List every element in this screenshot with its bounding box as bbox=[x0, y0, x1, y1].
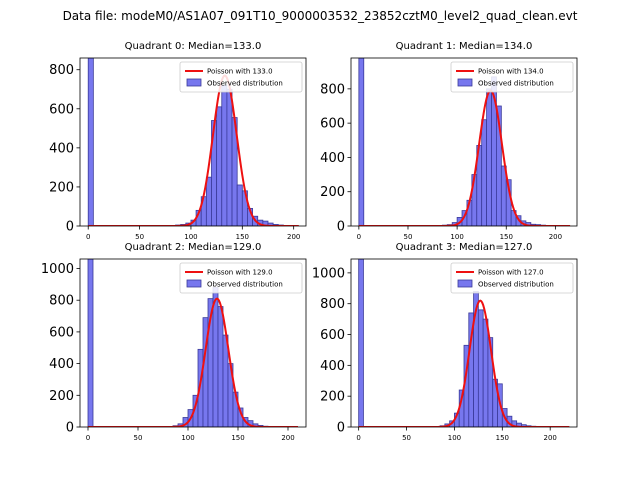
histogram-bar bbox=[87, 259, 94, 427]
poisson-fit-line bbox=[88, 74, 299, 226]
y-tick-label: 800 bbox=[49, 63, 74, 78]
x-tick-label: 50 bbox=[135, 233, 144, 241]
histogram-bar bbox=[477, 309, 484, 427]
quadrant-3-legend: Poisson with 127.0 Observed distribution bbox=[450, 262, 574, 294]
legend-label-poisson: Poisson with 134.0 bbox=[478, 68, 544, 76]
x-tick-label: 50 bbox=[134, 434, 143, 442]
y-tick-label: 0 bbox=[66, 421, 74, 436]
histogram-bar bbox=[205, 176, 212, 226]
x-tick-label: 150 bbox=[500, 233, 513, 241]
y-tick-label: 800 bbox=[49, 294, 74, 309]
quadrant-2-axes-frame bbox=[79, 258, 307, 428]
y-tick-label: 1000 bbox=[312, 266, 345, 281]
y-tick-label: 200 bbox=[49, 180, 74, 195]
quadrant-0-legend: Poisson with 133.0 Observed distribution bbox=[179, 61, 303, 93]
quadrant-0-axes-frame bbox=[79, 57, 307, 227]
histogram-bar bbox=[87, 58, 94, 226]
y-tick-label: 600 bbox=[320, 117, 345, 132]
quadrant-1-title: Quadrant 1: Median=134.0 bbox=[396, 41, 533, 52]
quadrant-2-legend: Poisson with 129.0 Observed distribution bbox=[179, 262, 303, 294]
legend-patch-swatch bbox=[186, 78, 202, 87]
y-tick-label: 600 bbox=[49, 102, 74, 117]
y-tick-label: 0 bbox=[337, 220, 345, 235]
legend-patch-swatch bbox=[457, 78, 473, 87]
quadrant-1-chart: Quadrant 1: Median=134.0 0 200 400 600 800 0 50… bbox=[320, 41, 578, 241]
x-tick-label: 150 bbox=[496, 434, 509, 442]
legend-label-observed: Observed distribution bbox=[478, 281, 554, 289]
histogram-bar bbox=[486, 88, 492, 226]
quadrant-0-title: Quadrant 0: Median=133.0 bbox=[125, 41, 262, 52]
y-tick-label: 600 bbox=[49, 325, 74, 340]
y-tick-label: 400 bbox=[49, 357, 74, 372]
y-tick-label: 400 bbox=[49, 141, 74, 156]
histogram-bar bbox=[358, 58, 365, 226]
figure-suptitle: Data file: modeM0/AS1A07_091T10_90000035… bbox=[63, 9, 578, 23]
quadrant-1-axes-frame bbox=[350, 57, 578, 227]
quadrant-3-title: Quadrant 3: Median=127.0 bbox=[396, 242, 533, 253]
x-tick-label: 200 bbox=[287, 233, 300, 241]
x-tick-label: 200 bbox=[281, 434, 294, 442]
y-tick-label: 400 bbox=[320, 359, 345, 374]
histogram-bar bbox=[226, 88, 233, 226]
quadrant-2-title: Quadrant 2: Median=129.0 bbox=[125, 242, 262, 253]
x-tick-label: 200 bbox=[549, 233, 562, 241]
y-tick-label: 200 bbox=[320, 185, 345, 200]
x-tick-label: 0 bbox=[357, 233, 361, 241]
x-tick-label: 200 bbox=[543, 434, 556, 442]
histogram-bar bbox=[221, 84, 228, 226]
quadrant-1-legend: Poisson with 134.0 Observed distribution bbox=[450, 61, 574, 93]
y-tick-label: 1000 bbox=[41, 262, 74, 277]
x-tick-label: 100 bbox=[181, 434, 194, 442]
histogram-bar bbox=[216, 106, 223, 226]
quadrant-3-plot-area bbox=[358, 259, 570, 427]
x-tick-label: 0 bbox=[86, 233, 90, 241]
legend-box bbox=[450, 61, 574, 93]
quadrant-2-chart: Quadrant 2: Median=129.0 0 200 400 600 800 100… bbox=[41, 242, 307, 442]
histogram-bar bbox=[236, 184, 243, 226]
y-tick-label: 400 bbox=[320, 151, 345, 166]
legend-box bbox=[179, 262, 303, 294]
x-tick-label: 0 bbox=[86, 434, 90, 442]
histogram-bar bbox=[481, 119, 487, 226]
legend-patch-swatch bbox=[457, 279, 473, 288]
legend-label-poisson: Poisson with 133.0 bbox=[207, 68, 273, 76]
quadrant-3-axes-frame bbox=[350, 258, 578, 428]
y-tick-label: 200 bbox=[49, 389, 74, 404]
legend-label-poisson: Poisson with 127.0 bbox=[478, 269, 544, 277]
quadrant-3-chart: Quadrant 3: Median=127.0 0 200 400 600 800 100… bbox=[312, 242, 578, 442]
quadrant-0-plot-area bbox=[87, 58, 299, 226]
legend-box bbox=[450, 262, 574, 294]
x-tick-label: 0 bbox=[356, 434, 360, 442]
y-tick-label: 0 bbox=[337, 421, 345, 436]
histogram-bar bbox=[212, 287, 219, 427]
legend-label-poisson: Poisson with 129.0 bbox=[207, 269, 273, 277]
y-tick-label: 600 bbox=[320, 328, 345, 343]
poisson-fit-line bbox=[358, 299, 570, 427]
x-tick-label: 50 bbox=[404, 233, 413, 241]
legend-label-observed: Observed distribution bbox=[207, 281, 283, 289]
quadrant-0-chart: Quadrant 0: Median=133.0 0 200 400 600 800 0 50… bbox=[49, 41, 307, 241]
histogram-bar bbox=[222, 334, 229, 427]
quadrant-1-plot-area bbox=[358, 58, 571, 226]
histogram-bar bbox=[358, 259, 364, 427]
histogram-bar bbox=[482, 318, 489, 427]
x-tick-label: 100 bbox=[184, 233, 197, 241]
x-tick-label: 150 bbox=[231, 434, 244, 442]
y-tick-label: 200 bbox=[320, 390, 345, 405]
legend-label-observed: Observed distribution bbox=[207, 80, 283, 88]
x-tick-label: 100 bbox=[450, 233, 463, 241]
legend-patch-swatch bbox=[186, 279, 202, 288]
legend-box bbox=[179, 61, 303, 93]
x-tick-label: 50 bbox=[402, 434, 411, 442]
histogram-bar bbox=[217, 306, 224, 427]
legend-label-observed: Observed distribution bbox=[478, 80, 554, 88]
y-tick-label: 800 bbox=[320, 297, 345, 312]
x-tick-label: 100 bbox=[448, 434, 461, 442]
y-tick-label: 800 bbox=[320, 82, 345, 97]
x-tick-label: 150 bbox=[236, 233, 249, 241]
y-tick-label: 0 bbox=[66, 220, 74, 235]
